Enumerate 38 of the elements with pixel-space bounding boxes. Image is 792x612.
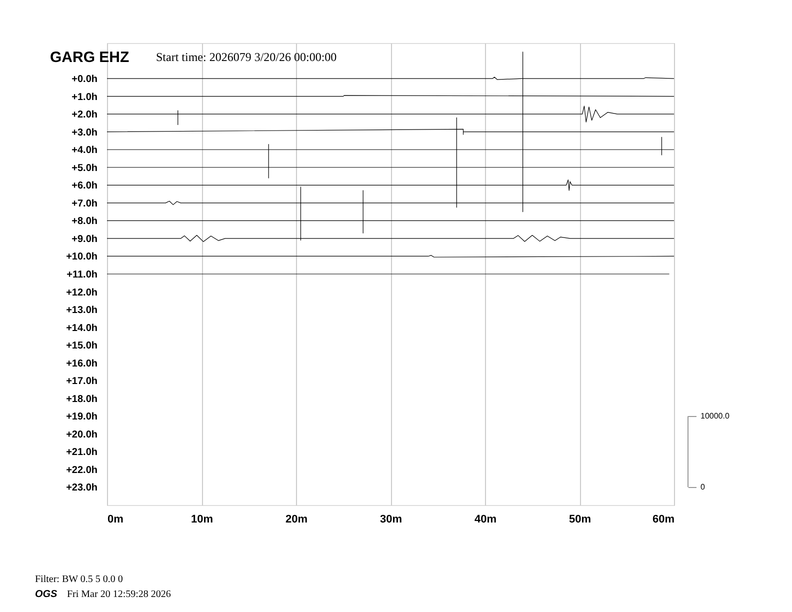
- x-tick-label: 50m: [568, 514, 592, 526]
- y-tick-label: +21.0h: [66, 447, 98, 458]
- y-tick-label: +16.0h: [66, 358, 98, 370]
- y-tick-label: +14.0h: [66, 322, 98, 334]
- y-tick-label: +10.0h: [66, 252, 98, 263]
- y2-tick-label: 10000.0: [700, 412, 730, 421]
- y-tick-label: +4.0h: [72, 145, 98, 156]
- chart-title: GARG EHZ: [50, 49, 130, 66]
- x-tick-label: 30m: [380, 514, 402, 526]
- text: Fri Mar 20 12:59:28 2026: [67, 589, 171, 600]
- x-tick-label: 10m: [190, 514, 214, 526]
- text: OGS: [35, 589, 58, 600]
- y2-tick-label: 0: [700, 482, 706, 492]
- y-tick-label: +9.0h: [72, 234, 98, 245]
- x-tick-label: 60m: [652, 514, 675, 526]
- y-tick-label: +5.0h: [72, 162, 98, 174]
- y-tick-label: +19.0h: [66, 412, 98, 423]
- y-tick-label: +17.0h: [66, 376, 98, 388]
- y-tick-label: +1.0h: [72, 92, 98, 103]
- y-tick-label: +8.0h: [72, 216, 98, 228]
- y-tick-label: +18.0h: [66, 394, 98, 405]
- y-tick-label: +7.0h: [72, 198, 98, 210]
- y-tick-label: +0.0h: [72, 74, 98, 86]
- y-tick-label: +23.0h: [66, 482, 98, 494]
- x-tick-label: 40m: [474, 514, 497, 526]
- y-tick-label: +15.0h: [66, 340, 98, 352]
- y-tick-label: +22.0h: [66, 464, 98, 476]
- x-tick-label: 20m: [285, 514, 308, 526]
- text: Start time: 2026079 3/20/26 00:00:00: [156, 50, 337, 64]
- y-tick-label: +20.0h: [66, 429, 98, 440]
- y-tick-label: +12.0h: [66, 287, 98, 298]
- y-tick-label: +2.0h: [72, 110, 98, 121]
- x-tick-label: 0m: [108, 514, 124, 526]
- y-tick-label: +11.0h: [66, 270, 98, 280]
- y-tick-label: +3.0h: [72, 127, 98, 138]
- y-tick-label: +13.0h: [66, 305, 98, 316]
- y-tick-label: +6.0h: [72, 180, 98, 192]
- text: Filter: BW 0.5 5 0.0 0: [35, 574, 123, 585]
